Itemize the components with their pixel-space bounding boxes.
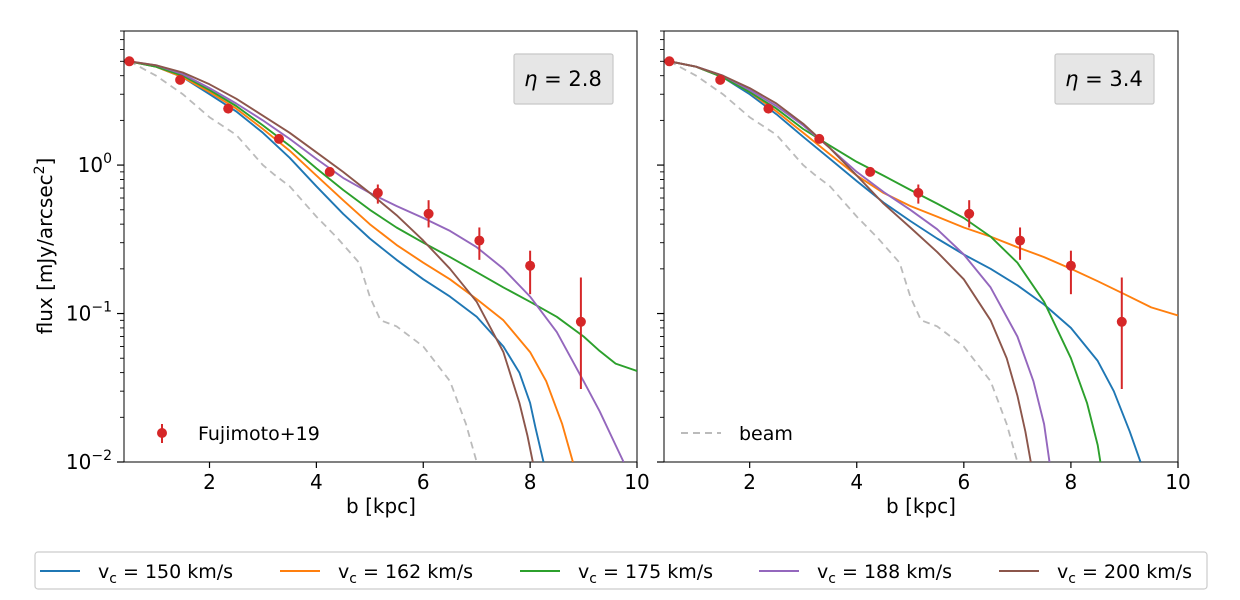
series-line-vc150 [669,60,1142,462]
panel-eta-3-4: 2 4 6 8 10 η = 3.4 beam b [kpc] [657,30,1191,518]
eta-box: η = 3.4 [1054,53,1155,105]
x-tick-label: 10 [1165,470,1190,494]
legend-item-vc188: vc = 188 km/s [759,561,952,587]
data-point [575,316,586,327]
series-line-vc162 [129,60,574,462]
y-tick-label: 100 [78,151,112,177]
data-point [814,133,825,144]
x-ticks: 2 4 6 8 10 [203,462,650,494]
x-tick-label: 6 [957,470,970,494]
series-line-vc188 [129,60,625,462]
y-tick-label: 10−2 [66,448,112,474]
x-tick-label: 4 [850,470,863,494]
data-point [715,74,726,85]
data-point [664,56,675,67]
x-tick-label: 8 [524,470,537,494]
x-tick-label: 2 [743,470,756,494]
plot-area [668,60,1178,462]
data-point [1116,316,1127,327]
legend-item-vc175: vc = 175 km/s [520,561,713,587]
data-point [865,166,876,177]
data-points [664,56,1127,390]
legend-label: vc = 188 km/s [817,561,952,587]
eta-label: η = 2.8 [524,67,602,91]
legend-item-vc200: vc = 200 km/s [999,561,1192,587]
eta-box: η = 2.8 [513,53,614,105]
series-line-vc175 [669,60,1102,462]
data-point [372,187,383,198]
x-ticks: 2 4 6 8 10 [743,462,1191,494]
data-point [124,56,135,67]
x-tick-label: 10 [624,470,649,494]
series-line-vc200 [129,60,534,462]
series-line-vc188 [669,60,1051,462]
plot-frame [123,30,638,463]
data-point [273,133,284,144]
x-axis-label: b [kpc] [346,494,416,518]
data-point [175,74,186,85]
legend-label: vc = 175 km/s [578,561,713,587]
x-tick-label: 8 [1065,470,1078,494]
series-line-vc175 [129,60,637,372]
data-point [763,103,774,114]
bottom-legend: vc = 150 km/s vc = 162 km/s vc = 175 km/s v… [34,551,1208,590]
data-point [1015,235,1026,246]
legend-beam-label: beam [739,423,793,445]
data-point [964,208,975,219]
series-line-beam [668,60,1019,462]
legend-item-vc150: vc = 150 km/s [40,561,233,587]
y-ticks: 100 10−1 10−2 [66,30,124,474]
data-points [124,56,586,390]
legend-label: vc = 150 km/s [98,561,233,587]
series-line-beam [128,60,478,462]
legend-frame [34,551,1208,590]
panel-eta-2-8: 100 10−1 10−2 2 4 6 8 10 η = 2.8 Fujimoto+19 b… [66,30,650,518]
data-point [1065,260,1076,271]
data-point [324,166,335,177]
plot-area [128,60,637,462]
x-axis-label: b [kpc] [886,494,956,518]
legend-item-vc162: vc = 162 km/s [280,561,473,587]
plot-frame [663,30,1179,463]
data-point [423,208,434,219]
legend-fujimoto: Fujimoto+19 [157,423,320,445]
eta-label: η = 3.4 [1065,67,1143,91]
data-point [474,235,485,246]
y-axis-label: flux [mJy/arcsec2] [32,158,57,335]
x-tick-label: 4 [310,470,323,494]
y-ticks [657,30,664,463]
legend-fujimoto-label: Fujimoto+19 [198,423,320,445]
data-point [223,103,234,114]
series-line-vc150 [129,60,545,462]
legend-label: vc = 162 km/s [338,561,473,587]
y-tick-label: 10−1 [66,300,112,326]
legend-label: vc = 200 km/s [1057,561,1192,587]
legend-beam: beam [681,423,793,445]
data-point [525,260,536,271]
x-tick-label: 2 [203,470,216,494]
x-tick-label: 6 [417,470,430,494]
data-point [913,187,924,198]
series-line-vc200 [669,60,1032,462]
